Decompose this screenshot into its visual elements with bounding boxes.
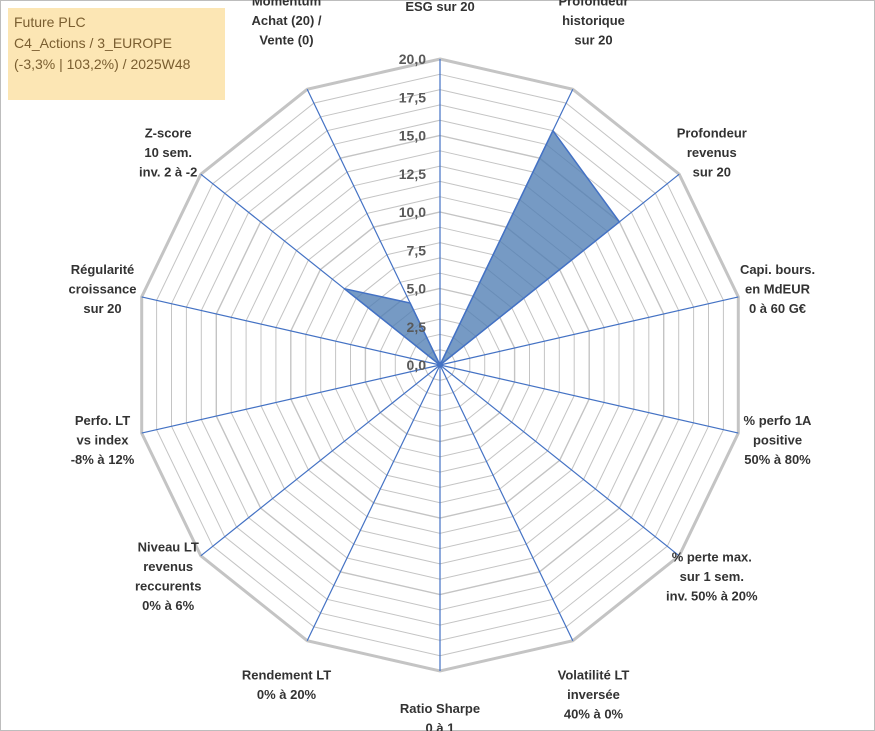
axis-label-line: % perte max. bbox=[672, 550, 752, 565]
axis-label-line: inv. 2 à -2 bbox=[139, 165, 197, 180]
axis-label: Volatilité LT inversée 40% à 0% bbox=[558, 667, 630, 721]
axis-label-line: 40% à 0% bbox=[564, 706, 624, 721]
axis-label-line: sur 20 bbox=[83, 301, 121, 316]
axis-label: Profondeur revenus sur 20 bbox=[677, 126, 747, 180]
axis-spoke bbox=[439, 364, 680, 557]
axis-label-line: Volatilité LT bbox=[558, 667, 630, 682]
company-name: Future PLC bbox=[14, 14, 86, 30]
r-tick-label: 2,5 bbox=[407, 319, 427, 335]
axis-label: % perte max. sur 1 sem. inv. 50% à 20% bbox=[666, 550, 758, 604]
r-tick-label: 7,5 bbox=[407, 242, 427, 258]
axis-label-line: 50% à 80% bbox=[744, 452, 811, 467]
axis-label: Rendement LT 0% à 20% bbox=[242, 667, 331, 702]
r-tick-label: 17,5 bbox=[399, 89, 426, 105]
axis-spoke bbox=[141, 364, 441, 434]
axis-label-line: Vente (0) bbox=[259, 33, 313, 48]
axis-label-line: croissance bbox=[69, 281, 137, 296]
axis-label-line: 0 à 1 bbox=[426, 721, 455, 731]
tick-layer: 0,0 2,5 5,0 7,5 10,0 12,5 15,0 17,5 20,0 bbox=[399, 51, 426, 373]
axis-label-line: inv. 50% à 20% bbox=[666, 589, 758, 604]
axis-label-line: sur 20 bbox=[693, 165, 731, 180]
axis-label: Z-score 10 sem. inv. 2 à -2 bbox=[139, 126, 197, 180]
axis-label: Ratio Sharpe 0 à 1 bbox=[400, 701, 480, 731]
axis-label-line: -8% à 12% bbox=[71, 452, 135, 467]
axis-label-line: % perfo 1A bbox=[744, 413, 813, 428]
r-tick-label: 10,0 bbox=[399, 204, 426, 220]
axis-label: NoteESG sur 20 bbox=[405, 0, 474, 14]
axis-label-line: Rendement LT bbox=[242, 667, 331, 682]
axis-spoke bbox=[439, 364, 574, 641]
axis-label-line: Régularité bbox=[71, 262, 135, 277]
axis-label-line: vs index bbox=[76, 433, 129, 448]
axis-label-line: 0 à 60 G€ bbox=[749, 301, 806, 316]
axis-label-line: en MdEUR bbox=[745, 281, 811, 296]
axis-label: Niveau LT revenus reccurents 0% à 6% bbox=[135, 540, 201, 614]
axis-label-line: sur 20 bbox=[574, 33, 612, 48]
axis-spoke bbox=[141, 296, 441, 366]
axis-label-line: 0% à 20% bbox=[257, 687, 317, 702]
r-tick-label: 12,5 bbox=[399, 166, 426, 182]
axis-spoke bbox=[439, 296, 739, 366]
axis-spoke bbox=[200, 364, 441, 557]
axis-label: Capi. bours. en MdEUR 0 à 60 G€ bbox=[740, 262, 815, 316]
axis-label-line: Niveau LT bbox=[138, 540, 199, 555]
axis-label-line: reccurents bbox=[135, 579, 201, 594]
axis-label-line: revenus bbox=[143, 559, 193, 574]
axis-label-line: Capi. bours. bbox=[740, 262, 815, 277]
axis-label: Régularité croissance sur 20 bbox=[69, 262, 137, 316]
axis-label-line: Profondeur bbox=[558, 0, 628, 9]
axis-label: Momentum Achat (20) / Vente (0) bbox=[251, 0, 321, 48]
axis-label-line: Ratio Sharpe bbox=[400, 701, 480, 716]
axis-spoke bbox=[306, 364, 441, 641]
category-label: C4_Actions / 3_EUROPE bbox=[14, 35, 172, 51]
axis-label-line: sur 1 sem. bbox=[680, 569, 744, 584]
axis-label-line: positive bbox=[753, 433, 802, 448]
axis-label-line: 10 sem. bbox=[144, 145, 192, 160]
axis-label-line: inversée bbox=[567, 687, 620, 702]
axis-label-line: Achat (20) / bbox=[251, 13, 321, 28]
axis-label-layer: NoteESG sur 20 Profondeur historique sur 20… bbox=[69, 0, 816, 731]
axis-label-line: historique bbox=[562, 13, 625, 28]
axis-label-line: 0% à 6% bbox=[142, 598, 194, 613]
info-box: Future PLC C4_Actions / 3_EUROPE (-3,3% … bbox=[8, 8, 225, 100]
r-tick-label: 15,0 bbox=[399, 128, 426, 144]
axis-label: Perfo. LT vs index -8% à 12% bbox=[71, 413, 135, 467]
axis-label-line: Momentum bbox=[252, 0, 321, 9]
axis-label: Profondeur historique sur 20 bbox=[558, 0, 628, 48]
axis-spoke bbox=[439, 364, 739, 434]
series-layer bbox=[343, 129, 621, 367]
axis-label-line: Profondeur bbox=[677, 126, 747, 141]
axis-label-line: revenus bbox=[687, 145, 737, 160]
series-area bbox=[343, 129, 621, 367]
axis-label-line: ESG sur 20 bbox=[405, 0, 474, 14]
axis-label-line: Perfo. LT bbox=[75, 413, 130, 428]
performance-week-label: (-3,3% | 103,2%) / 2025W48 bbox=[14, 56, 191, 72]
axis-label: % perfo 1A positive 50% à 80% bbox=[744, 413, 813, 467]
axis-label-line: Z-score bbox=[145, 126, 192, 141]
r-tick-label: 0,0 bbox=[407, 357, 427, 373]
r-tick-label: 20,0 bbox=[399, 51, 426, 67]
r-tick-label: 5,0 bbox=[407, 281, 427, 297]
